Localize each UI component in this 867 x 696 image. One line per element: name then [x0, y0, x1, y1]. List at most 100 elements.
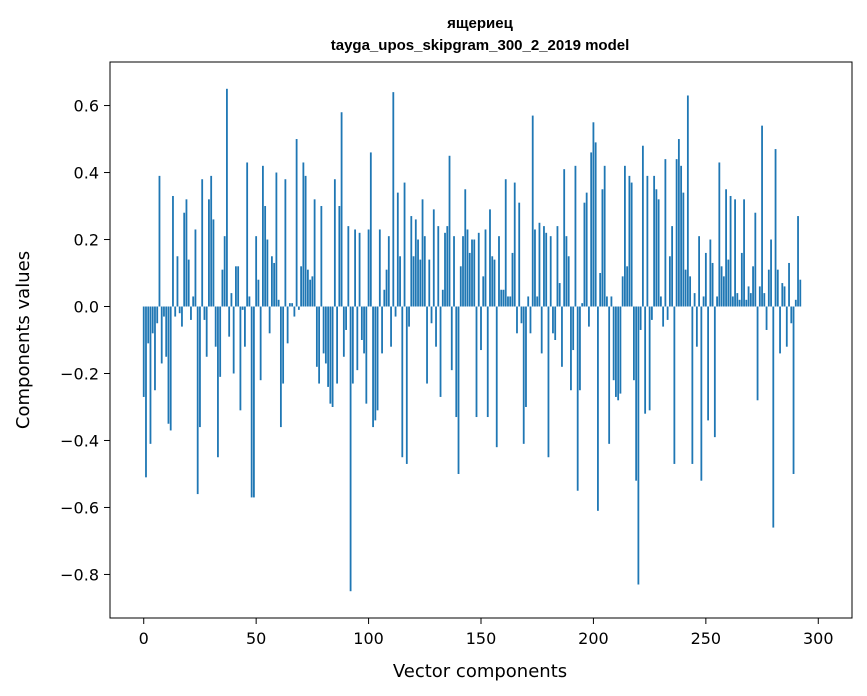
bar-226: [650, 306, 653, 320]
bar-139: [455, 306, 458, 418]
bar-21: [190, 306, 192, 320]
bar-142: [462, 236, 464, 307]
bar-58: [273, 262, 276, 307]
bar-281: [774, 149, 777, 307]
bar-156: [493, 259, 496, 307]
bar-79: [320, 206, 323, 307]
bar-41: [235, 266, 237, 307]
y-tick-label: −0.8: [60, 565, 99, 584]
bar-106: [381, 306, 383, 354]
bar-44: [241, 306, 244, 310]
bar-261: [729, 195, 732, 307]
bar-277: [765, 306, 768, 330]
y-tick-label: −0.4: [60, 431, 99, 450]
bar-154: [489, 209, 491, 307]
bar-10: [165, 306, 168, 357]
bar-206: [606, 296, 608, 307]
bar-36: [223, 236, 226, 307]
bar-208: [610, 296, 613, 307]
bar-16: [178, 306, 181, 314]
bar-262: [731, 296, 734, 307]
bar-86: [336, 306, 338, 384]
bar-54: [264, 206, 267, 307]
bar-75: [311, 276, 314, 307]
bar-30: [210, 175, 213, 307]
bar-237: [675, 159, 678, 307]
bar-78: [318, 306, 321, 384]
y-tick-label: 0.4: [74, 164, 99, 183]
bar-14: [174, 306, 177, 317]
bar-46: [246, 162, 249, 307]
bar-279: [770, 239, 772, 307]
bar-5: [154, 306, 156, 391]
bar-174: [534, 229, 536, 307]
bar-236: [673, 306, 676, 464]
bar-91: [347, 226, 350, 307]
bar-197: [585, 192, 588, 307]
chart-subtitle: tayga_upos_skipgram_300_2_2019 model: [331, 37, 630, 54]
bar-172: [529, 306, 532, 334]
bar-189: [567, 256, 570, 307]
bar-143: [464, 189, 467, 307]
bar-71: [302, 162, 305, 307]
bar-104: [376, 306, 379, 411]
bar-210: [615, 306, 617, 397]
bar-266: [740, 252, 743, 307]
x-tick-label: 200: [578, 629, 609, 648]
y-tick-label: 0.0: [74, 298, 99, 317]
bar-235: [671, 226, 674, 307]
bar-38: [228, 306, 231, 337]
bar-31: [212, 219, 215, 307]
bar-8: [160, 306, 163, 364]
bar-43: [239, 306, 242, 411]
bar-120: [412, 256, 415, 307]
bar-42: [237, 266, 240, 307]
bar-170: [525, 306, 527, 407]
bar-213: [621, 276, 624, 307]
bar-26: [201, 179, 204, 307]
bar-212: [619, 306, 622, 394]
bar-186: [561, 306, 563, 367]
bar-87: [338, 206, 341, 307]
bar-178: [543, 226, 545, 307]
bar-274: [758, 286, 761, 307]
bar-101: [369, 152, 372, 307]
bar-244: [691, 306, 694, 464]
bar-188: [565, 236, 568, 307]
x-tick-label: 300: [803, 629, 834, 648]
bar-51: [257, 279, 260, 307]
bar-204: [601, 189, 604, 307]
bar-32: [214, 306, 217, 347]
bar-68: [295, 139, 298, 307]
y-axis-label: Components values: [13, 251, 34, 429]
bar-88: [340, 112, 343, 307]
bar-102: [372, 306, 374, 428]
bar-157: [495, 306, 498, 448]
bar-245: [693, 293, 696, 307]
bar-209: [612, 306, 615, 381]
bar-221: [639, 306, 642, 330]
bar-179: [545, 232, 548, 307]
bar-39: [230, 293, 233, 307]
bar-181: [549, 236, 552, 307]
bar-126: [426, 306, 428, 384]
bar-291: [797, 216, 799, 307]
bar-29: [208, 199, 210, 307]
bar-34: [219, 306, 222, 377]
bar-280: [772, 306, 775, 528]
bar-185: [558, 283, 561, 307]
bar-163: [509, 296, 512, 307]
bar-116: [403, 182, 406, 307]
bar-0: [142, 306, 145, 397]
bar-131: [437, 226, 440, 307]
bar-89: [342, 306, 345, 357]
bar-229: [657, 199, 660, 307]
bar-7: [158, 175, 161, 307]
bar-219: [635, 306, 638, 481]
x-axis-label: Vector components: [393, 661, 567, 682]
bar-80: [322, 306, 325, 354]
bar-132: [439, 306, 442, 397]
bar-53: [262, 165, 264, 307]
bar-74: [309, 279, 312, 307]
